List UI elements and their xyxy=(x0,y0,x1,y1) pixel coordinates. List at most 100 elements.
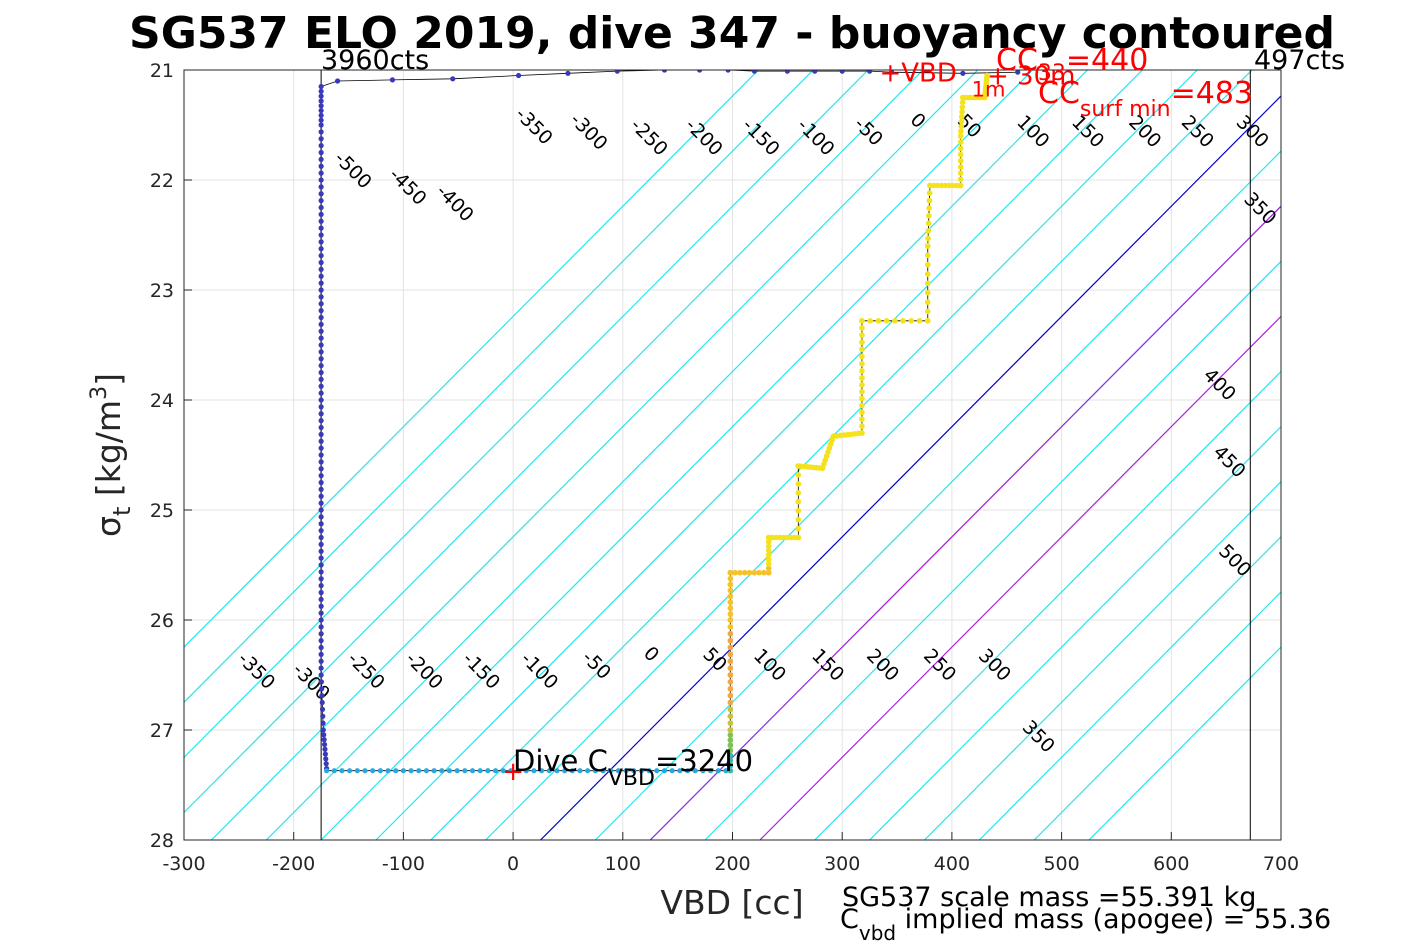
descent-point-20-4 xyxy=(318,259,324,266)
bottom-run-point-0 xyxy=(324,768,330,774)
y-tick-label-4: 25 xyxy=(150,500,174,522)
ascent-point-17-4 xyxy=(957,157,964,164)
contour-cyan-400 xyxy=(978,536,1281,840)
descent-point-18-4 xyxy=(318,149,324,156)
descent-point-20-1 xyxy=(318,239,324,245)
ascent-point-17-3 xyxy=(957,164,964,170)
descent-point-20-2 xyxy=(318,246,324,252)
ascent-point-14-1 xyxy=(924,308,931,315)
ascent-point-18-1 xyxy=(958,128,964,134)
ascent-point-17-5 xyxy=(957,151,964,158)
descent-point-5 xyxy=(812,70,818,74)
ascent-point-11-2 xyxy=(859,416,865,423)
bottom-run-point-26 xyxy=(523,768,529,774)
cc-33-label: CC33=440 xyxy=(996,43,1148,86)
descent-point-26-3 xyxy=(318,583,324,589)
ascent-point-16-6 xyxy=(950,182,956,189)
ascent-point-17-2 xyxy=(957,170,964,176)
ascent-point-20-8 xyxy=(984,72,990,79)
descent-point-7 xyxy=(751,70,758,74)
descent-point-11 xyxy=(614,70,620,74)
descent-point-23-4 xyxy=(318,424,324,431)
bottom-run-point-20 xyxy=(477,768,483,774)
ascent-point-16-3 xyxy=(938,182,945,189)
ascent-point-3-5 xyxy=(727,587,734,594)
descent-point-21-5 xyxy=(318,321,324,327)
bottom-run-point-9 xyxy=(393,768,399,774)
descent-point-26 xyxy=(318,562,324,568)
ascent-point-16-5 xyxy=(946,182,952,189)
x-tick-label-1: -200 xyxy=(272,853,315,875)
descent-point-26-6 xyxy=(318,603,324,609)
bottom-run-point-4 xyxy=(354,768,360,774)
ascent-point-1-3 xyxy=(727,706,734,713)
descent-point-21-2 xyxy=(318,301,324,307)
bottom-run-point-46 xyxy=(677,768,683,774)
ascent-point-17-0 xyxy=(957,182,964,189)
descent-point-26-2 xyxy=(318,576,324,582)
contour-blue-0 xyxy=(540,95,1281,840)
descent-point-23-5 xyxy=(318,431,324,437)
bottom-run-point-38 xyxy=(615,768,622,774)
ascent-point-18-0 xyxy=(957,133,964,139)
ascent-point-11-5 xyxy=(859,395,865,402)
dive-traces xyxy=(318,70,1021,774)
bottom-run-point-31 xyxy=(562,768,568,774)
descent-point-17 xyxy=(318,83,324,90)
ascent-point-5-4 xyxy=(765,552,772,558)
ascent-point-11-3 xyxy=(859,409,865,416)
contour-cyan--300 xyxy=(210,70,979,840)
ascent-point-1-5 xyxy=(727,692,734,699)
bottom-run-point-27 xyxy=(531,768,537,774)
descent-point-22-6 xyxy=(318,383,324,389)
ascent-point-16-1 xyxy=(930,182,937,189)
descent-point-26-4 xyxy=(318,589,324,596)
x-tick-label-2: -100 xyxy=(382,853,425,875)
bottom-run-point-14 xyxy=(431,768,437,774)
cc-surf-sub: surf min xyxy=(1080,97,1171,122)
ascent-point-5-7 xyxy=(765,539,772,545)
descent-point-24-3 xyxy=(318,473,324,479)
ascent-point-3-0 xyxy=(727,617,734,623)
ascent-point-3-7 xyxy=(727,575,734,582)
descent-point-21 xyxy=(318,287,324,293)
x-tick-label-9: 600 xyxy=(1153,853,1189,875)
bottom-run-point-37 xyxy=(608,768,614,774)
ascent-point-15-5 xyxy=(926,205,932,211)
descent-point-20-3 xyxy=(318,253,324,259)
ascent-point-14-6 xyxy=(924,261,931,268)
bottom-run-point-11 xyxy=(408,768,414,774)
ascent-point-0-3 xyxy=(727,752,734,759)
descent-point-27-5 xyxy=(318,651,324,657)
descent-point-18-2 xyxy=(318,136,324,142)
descent-point-10 xyxy=(661,70,668,73)
y-axis-label-main: σ xyxy=(89,516,128,537)
bottom-run-point-8 xyxy=(385,768,391,774)
descent-point-14 xyxy=(450,76,456,82)
bottom-run-point-10 xyxy=(400,768,406,774)
descent-point-22 xyxy=(318,342,324,348)
x-tick-label-0: -300 xyxy=(162,853,205,875)
descent-point-27-3 xyxy=(318,638,324,644)
ascent-point-13-5 xyxy=(900,318,906,324)
bottom-run-point-29 xyxy=(546,768,552,774)
descent-point-24-1 xyxy=(318,459,324,465)
descent-point-24-2 xyxy=(318,466,324,472)
bottom-run-point-7 xyxy=(377,768,383,774)
descent-point-18-6 xyxy=(318,163,324,169)
descent-point-17-1 xyxy=(318,88,324,94)
bottom-run-point-2 xyxy=(339,768,345,774)
descent-point-23-2 xyxy=(318,411,324,417)
cc-33-value: =440 xyxy=(1066,43,1148,78)
bottom-run-point-50 xyxy=(707,768,714,774)
ascent-point-13-2 xyxy=(875,318,882,324)
descent-point-22-4 xyxy=(318,369,324,376)
bottom-run-point-44 xyxy=(661,768,668,774)
descent-point-18-1 xyxy=(318,129,324,135)
ascent-point-12-3 xyxy=(859,353,865,360)
marker-label-0: +VBD xyxy=(879,58,956,88)
descent-point-26-5 xyxy=(318,596,324,602)
ascent-point-17-1 xyxy=(957,176,964,183)
ascent-point-11-7 xyxy=(859,382,865,388)
